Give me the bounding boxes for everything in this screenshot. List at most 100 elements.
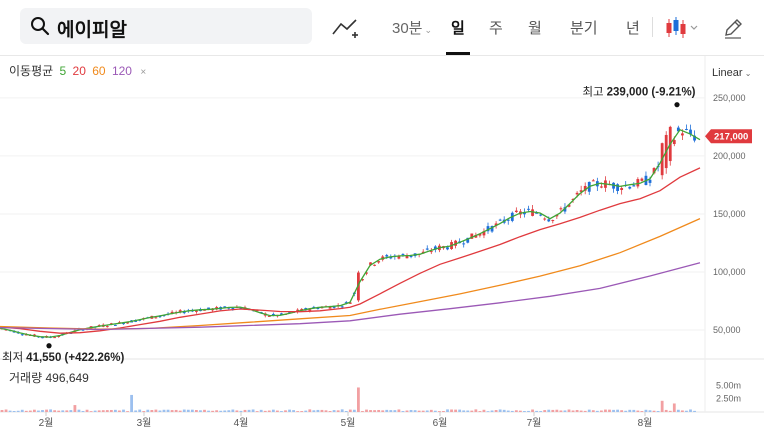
candle-body — [600, 186, 603, 188]
candle-body — [223, 306, 227, 308]
volume-bar — [211, 410, 214, 412]
candle-body — [425, 248, 429, 250]
candle-body — [361, 279, 364, 281]
candle-body — [616, 184, 619, 191]
volume-bar — [77, 409, 81, 412]
candle-body — [158, 316, 162, 318]
scale-selector[interactable]: Linear ⌄ — [712, 67, 752, 79]
ma-legend-label: 이동평균 — [9, 64, 54, 78]
candle-body — [551, 220, 555, 222]
candlestick-style-icon[interactable] — [664, 14, 700, 42]
volume-bar — [328, 411, 332, 412]
volume-legend-value: 496,649 — [45, 371, 89, 385]
volume-bar — [243, 409, 247, 412]
toolbar-divider — [652, 17, 653, 37]
volume-bar — [486, 411, 490, 412]
month-tick-label: 7월 — [527, 417, 542, 429]
volume-bar — [101, 410, 105, 412]
volume-bar — [583, 410, 587, 412]
volume-bar — [608, 409, 611, 412]
volume-bar — [438, 411, 441, 412]
candle-body — [579, 190, 583, 192]
volume-bar — [490, 410, 494, 412]
candle-body — [53, 337, 57, 339]
volume-bar — [357, 387, 360, 412]
candle-body — [466, 237, 470, 243]
volume-bar — [344, 411, 348, 412]
candle-body — [478, 233, 482, 236]
volume-bar — [223, 410, 227, 412]
moving-average-legend[interactable]: 이동평균 5 20 60 120 × — [9, 62, 149, 79]
candle-body — [288, 312, 291, 314]
pencil-icon[interactable] — [722, 14, 744, 42]
tab-period-week[interactable]: 주 — [489, 20, 503, 37]
candle-body — [170, 311, 174, 314]
volume-bar — [620, 410, 624, 412]
volume-bar — [12, 411, 16, 412]
volume-bar — [284, 410, 287, 412]
volume-bar — [20, 409, 24, 412]
candle-body — [401, 253, 405, 255]
search-query[interactable]: 에이피알 — [57, 20, 127, 41]
candle-body — [547, 219, 551, 222]
interval-selector[interactable]: 30분 ⌄ — [392, 17, 432, 45]
ma-60-value: 60 — [92, 64, 106, 78]
candle-body — [583, 186, 587, 191]
candle-body — [405, 255, 409, 259]
last-price-badge-shape — [705, 129, 752, 144]
candle-body — [563, 207, 567, 212]
volume-bar — [259, 409, 263, 412]
volume-bar — [203, 409, 206, 412]
volume-bar — [251, 409, 255, 412]
volume-bar — [300, 411, 304, 412]
candle-body — [636, 179, 640, 187]
candle-body — [308, 309, 312, 311]
low-annotation-value: 41,550 (+422.26%) — [26, 352, 124, 364]
volume-bar — [551, 409, 555, 412]
volume-bar — [292, 410, 295, 412]
volume-bar — [636, 410, 640, 412]
price-axis: 250,000 200,000 150,000 100,000 50,000 — [713, 93, 746, 335]
volume-bar — [377, 409, 381, 412]
tab-period-month[interactable]: 월 — [528, 20, 542, 37]
volume-bar — [604, 409, 607, 412]
volume-bar — [186, 409, 190, 412]
search-box[interactable]: 에이피알 — [20, 8, 312, 44]
volume-bar — [612, 409, 615, 412]
low-annotation-label: 최저 — [2, 351, 23, 364]
volume-bar — [628, 409, 632, 412]
volume-bar — [644, 409, 648, 412]
volume-bar — [405, 410, 409, 412]
tab-period-quarter[interactable]: 분기 — [570, 20, 598, 37]
volume-bar — [158, 410, 162, 412]
month-tick-label: 4월 — [234, 417, 249, 429]
volume-bar — [239, 410, 243, 412]
candle-body — [571, 199, 575, 201]
volume-bar — [681, 410, 684, 412]
draw-trendline-icon[interactable] — [330, 14, 360, 42]
volume-bar — [660, 400, 664, 412]
volume-bar — [563, 410, 567, 412]
volume-bar — [462, 410, 466, 412]
volume-bar — [393, 410, 397, 412]
close-icon[interactable]: × — [140, 67, 147, 78]
volume-bar — [535, 410, 538, 412]
volume-bar — [652, 410, 656, 412]
tab-period-year[interactable]: 년 — [626, 20, 640, 37]
volume-bar — [85, 409, 89, 412]
candle-body — [676, 127, 680, 132]
volume-bar — [685, 410, 688, 412]
volume-bar — [154, 409, 158, 412]
volume-bar — [466, 410, 470, 412]
volume-bar — [53, 410, 57, 412]
tab-period-day[interactable]: 일 — [451, 20, 465, 37]
price-tick-label: 150,000 — [713, 209, 746, 219]
volume-bar — [648, 410, 652, 412]
candle-body — [482, 231, 486, 236]
candle-body — [271, 313, 275, 316]
volume-bar — [567, 409, 571, 412]
volume-bar — [324, 410, 328, 412]
candle-body — [685, 128, 688, 130]
month-tick-label: 3월 — [137, 417, 152, 429]
